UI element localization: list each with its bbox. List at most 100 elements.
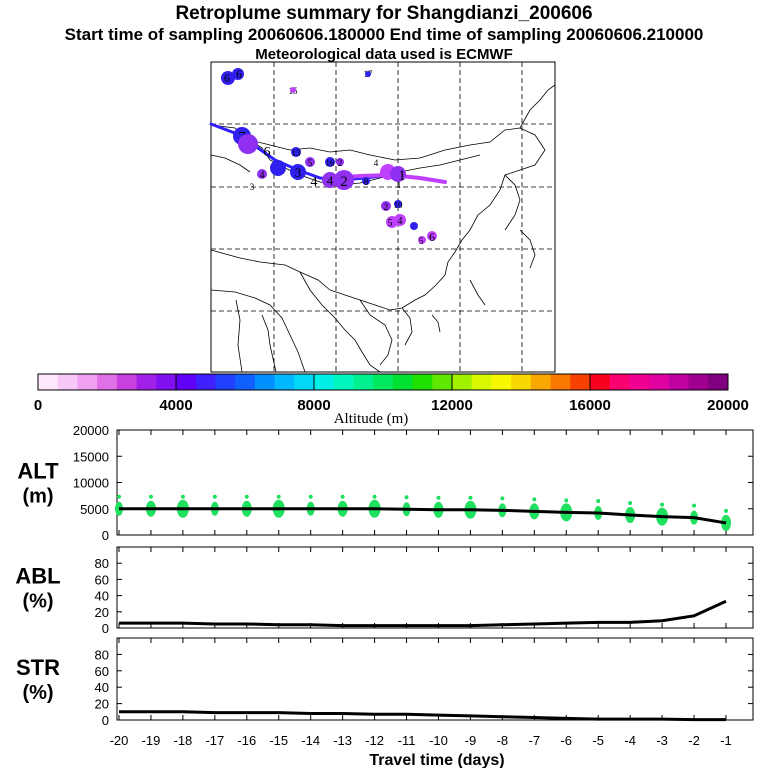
colorbar-swatch — [649, 374, 670, 390]
alt-cluster-top — [148, 494, 153, 499]
svg-text:4: 4 — [311, 175, 318, 190]
plume-marker — [322, 172, 338, 188]
y-tick-label: 40 — [95, 680, 109, 695]
colorbar-swatch — [392, 374, 414, 390]
svg-text:8: 8 — [364, 177, 369, 187]
plume-marker — [362, 177, 370, 185]
y-tick-label: 60 — [95, 664, 109, 679]
plume-marker — [427, 231, 437, 241]
plume-marker — [232, 68, 244, 80]
plume-marker — [365, 71, 371, 77]
svg-text:2: 2 — [340, 174, 348, 190]
alt-cluster-top — [404, 495, 409, 500]
svg-text:5: 5 — [308, 158, 313, 168]
colorbar-swatch — [57, 374, 78, 390]
colorbar-swatch — [491, 374, 512, 390]
colorbar-swatch — [97, 374, 118, 390]
colorbar-swatch — [570, 374, 591, 390]
colorbar-label: Altitude (m) — [334, 411, 409, 427]
svg-text:6: 6 — [236, 67, 242, 81]
x-tick-label: -8 — [497, 733, 509, 748]
alt-cluster-top — [724, 508, 728, 513]
colorbar-swatch — [590, 374, 611, 390]
plume-markers: 6 6 15 17 7 6 13 4 3 5 16 2 4 4 2 8 1 4 … — [221, 67, 437, 246]
x-tick-label: -17 — [205, 733, 224, 748]
str-panel-frame — [116, 637, 754, 721]
colorbar-swatch — [353, 374, 374, 390]
alt-panel: 20000 15000 10000 5000 0 ALT(m) — [17, 423, 754, 543]
alt-cluster-top — [372, 494, 377, 499]
colorbar-swatch — [629, 374, 650, 390]
x-tick-label: -7 — [529, 733, 541, 748]
alt-cluster-top — [500, 496, 505, 501]
plume-marker — [334, 170, 354, 190]
alt-particle-clusters — [115, 494, 731, 531]
x-tick-label: -11 — [398, 733, 416, 748]
x-tick-label: -4 — [624, 733, 636, 748]
x-tick-label: -20 — [110, 733, 129, 748]
plume-marker — [325, 157, 335, 167]
colorbar-swatch — [274, 374, 295, 390]
x-tick-label: -10 — [429, 733, 448, 748]
y-tick-label: 80 — [95, 647, 109, 662]
y-tick-label: 40 — [95, 589, 109, 604]
chart-title: Retroplume summary for Shangdianzi_20060… — [175, 3, 593, 24]
x-tick-label: -9 — [465, 733, 477, 748]
plume-marker — [221, 71, 235, 85]
svg-text:4: 4 — [374, 158, 379, 168]
colorbar-swatch — [156, 374, 177, 390]
str-series-line — [119, 710, 726, 722]
colorbar-tick-label: 4000 — [159, 397, 192, 414]
colorbar-tick-label: 12000 — [431, 397, 473, 414]
alt-cluster-top — [436, 495, 441, 500]
str-unit: (%) — [22, 682, 53, 704]
y-tick-label: 0 — [102, 713, 109, 728]
alt-series-line — [119, 507, 727, 525]
alt-cluster-top — [244, 494, 249, 499]
colorbar-swatch — [294, 374, 315, 390]
svg-text:4: 4 — [398, 216, 403, 227]
alt-cluster-top — [596, 498, 601, 503]
map-frame — [210, 61, 556, 373]
altitude-colorbar — [37, 373, 729, 391]
alt-cluster-top — [564, 498, 569, 503]
x-tick-label: -15 — [269, 733, 288, 748]
colorbar-swatch — [432, 374, 453, 390]
colorbar-tick-label: 16000 — [569, 397, 611, 414]
x-tick-label: -19 — [142, 733, 161, 748]
svg-text:2: 2 — [384, 202, 389, 212]
plume-marker — [291, 147, 301, 157]
y-tick-label: 0 — [102, 528, 109, 543]
alt-cluster-top — [276, 494, 281, 499]
x-tick-label: -14 — [301, 733, 320, 748]
colorbar-tick-labels: 0 4000 8000 12000 16000 20000 — [34, 374, 749, 414]
plume-marker — [290, 164, 306, 180]
x-tick-label: -18 — [173, 733, 192, 748]
x-tick-label: -5 — [592, 733, 604, 748]
colorbar-swatch — [373, 374, 394, 390]
alt-cluster-top — [340, 494, 345, 499]
y-tick-label: 15000 — [73, 449, 109, 464]
alt-cluster-top — [692, 503, 697, 508]
x-tick-label: -3 — [656, 733, 668, 748]
plume-marker — [381, 201, 391, 211]
map-borders — [210, 84, 556, 373]
colorbar-swatch — [215, 374, 236, 390]
colorbar-swatch — [235, 374, 256, 390]
colorbar-swatch — [116, 374, 138, 390]
colorbar-swatch — [688, 374, 709, 390]
x-tick-label: -16 — [237, 733, 256, 748]
svg-text:6: 6 — [224, 71, 230, 85]
colorbar-swatch — [609, 374, 630, 390]
alt-cluster-top — [117, 494, 121, 499]
svg-text:13: 13 — [292, 148, 302, 158]
colorbar-swatch — [511, 374, 532, 390]
svg-text:2: 2 — [338, 158, 343, 168]
colorbar-swatch — [195, 374, 216, 390]
abl-panel-frame — [116, 546, 754, 629]
svg-text:3: 3 — [295, 165, 302, 180]
colorbar-swatch — [550, 374, 571, 390]
y-tick-label: 20000 — [73, 423, 109, 438]
